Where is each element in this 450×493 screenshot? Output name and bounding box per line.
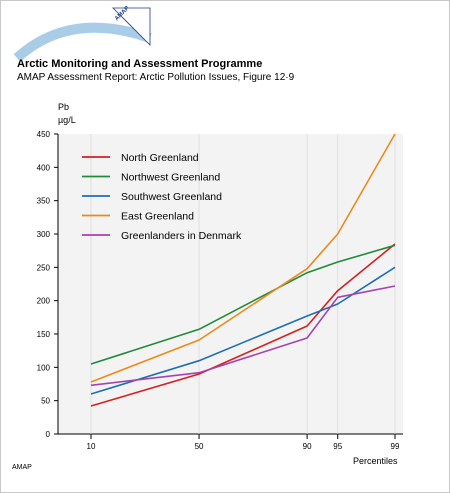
series-layer	[90, 133, 396, 407]
series-line-north-greenland	[90, 243, 396, 407]
legend-label: North Greenland	[121, 152, 199, 164]
x-tick-label: 95	[333, 442, 342, 451]
y-tick-label: 100	[37, 363, 51, 372]
y-tick-label: 350	[37, 197, 51, 206]
figure-subtitle: AMAP Assessment Report: Arctic Pollution…	[17, 72, 295, 83]
series-line-east-greenland	[90, 133, 396, 383]
legend-label: East Greenland	[121, 211, 194, 223]
y-tick-label: 200	[37, 297, 51, 306]
y-tick-label: 50	[41, 397, 50, 406]
series-line-northwest-greenland	[90, 244, 396, 365]
axes: 0 50 100 150 200 250 300 350 400 450 10 50 90 95 99	[37, 130, 403, 451]
y-tick-label: 450	[37, 130, 51, 139]
y-axis-unit: µg/L	[58, 115, 76, 125]
y-tick-label: 250	[37, 263, 51, 272]
x-tick-label: 50	[195, 442, 204, 451]
y-tick-label: 300	[37, 230, 51, 239]
y-tick-label: 400	[37, 163, 51, 172]
x-tick-label: 10	[87, 442, 96, 451]
series-line-southwest-greenland	[90, 266, 396, 395]
figure-title: Arctic Monitoring and Assessment Program…	[17, 58, 263, 70]
y-axis-label: Pb	[58, 102, 69, 112]
legend-label: Southwest Greenland	[121, 191, 222, 203]
footer-note: AMAP	[12, 464, 32, 471]
legend: North Greenland Northwest Greenland Southw…	[82, 152, 242, 242]
x-axis-label: Percentiles	[353, 456, 398, 466]
amap-logo-arc	[13, 7, 152, 62]
header: AMAP Arctic Monitoring and Assessment Pr…	[0, 0, 450, 90]
series-line-greenlanders-in-denmark	[90, 285, 396, 387]
y-tick-label: 0	[46, 430, 51, 439]
legend-label: Northwest Greenland	[121, 172, 220, 184]
y-tick-label: 150	[37, 330, 51, 339]
x-tick-label: 90	[303, 442, 312, 451]
x-tick-label: 99	[391, 442, 400, 451]
legend-label: Greenlanders in Denmark	[121, 230, 242, 242]
